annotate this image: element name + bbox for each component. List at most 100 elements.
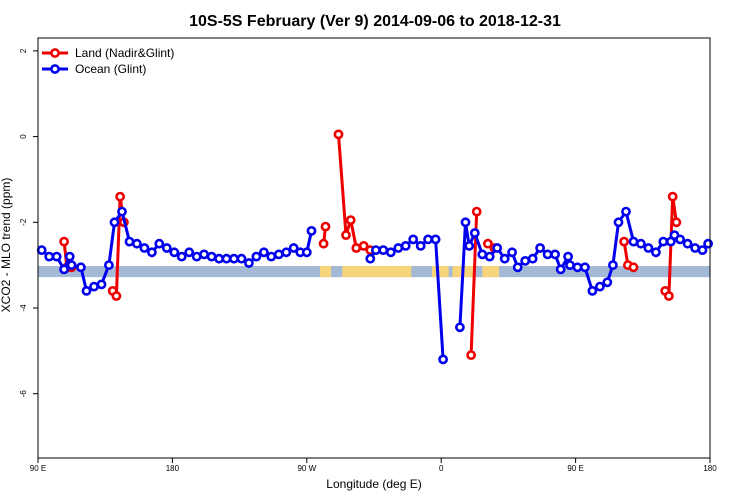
series-1-point-2-29 — [651, 247, 661, 258]
series-1-point-2-11 — [527, 253, 538, 264]
series-1-point-2-6 — [492, 243, 503, 253]
y-tick-label-2: -2 — [19, 218, 28, 226]
series-1-point-0-12 — [117, 206, 127, 217]
series-1-point-2-5 — [484, 251, 495, 262]
legend: Land (Nadir&Glint) Ocean (Glint) — [42, 46, 174, 76]
series-0-point-3-4 — [358, 240, 369, 251]
series-1-point-0-7 — [81, 285, 92, 296]
series-1-point-0-10 — [104, 260, 114, 270]
series-1-point-2-17 — [565, 260, 575, 270]
series-layer — [36, 129, 713, 365]
series-1-point-0-5 — [66, 260, 77, 270]
y-tick-label-3: -4 — [19, 304, 28, 312]
series-1-point-1-5 — [400, 240, 411, 251]
series-1-point-1-8 — [423, 234, 433, 245]
series-1-point-2-14 — [550, 249, 560, 260]
series-1-point-0-19 — [169, 247, 180, 258]
series-1-point-0-8 — [89, 281, 99, 292]
series-1-point-2-36 — [697, 245, 708, 255]
x-axis-label: Longitude (deg E) — [326, 477, 421, 491]
series-1-point-1-7 — [415, 240, 426, 251]
series-1-point-2-27 — [636, 238, 646, 249]
series-1-point-0-30 — [251, 251, 262, 262]
y-tick-label-1: 0 — [19, 134, 28, 139]
series-1-point-2-25 — [621, 206, 631, 217]
series-1-point-0-37 — [301, 247, 312, 258]
series-0-point-6-2 — [628, 262, 639, 273]
series-0-point-6-0 — [619, 236, 629, 247]
series-0-point-4-0 — [466, 350, 476, 360]
series-0-point-1-1 — [111, 291, 122, 301]
series-1-point-0-16 — [146, 247, 157, 258]
series-1-point-2-33 — [675, 234, 685, 245]
series-0-point-7-2 — [667, 191, 678, 202]
series-1-point-1-3 — [385, 247, 396, 258]
x-tick-label-3: 0 — [439, 464, 444, 473]
series-0-point-7-1 — [664, 291, 674, 301]
series-1-point-0-35 — [288, 243, 299, 253]
series-1-point-0-34 — [281, 247, 292, 258]
series-0-point-5-0 — [482, 238, 493, 249]
series-1-line-1 — [368, 237, 445, 361]
series-1-point-0-21 — [184, 247, 195, 258]
land-band-4 — [482, 266, 500, 278]
series-1-point-0-9 — [96, 279, 107, 290]
series-1-point-0-0 — [36, 245, 47, 255]
series-1-point-0-20 — [176, 251, 187, 262]
series-1-point-2-0 — [454, 322, 465, 333]
series-1-point-2-20 — [587, 285, 598, 296]
chart-title: 10S-5S February (Ver 9) 2014-09-06 to 20… — [189, 13, 561, 30]
series-1-point-2-13 — [542, 249, 553, 260]
y-axis: 2 0 -2 -4 -6 — [19, 48, 38, 397]
legend-marker-0 — [50, 48, 60, 58]
land-band-2 — [431, 266, 449, 278]
series-1-point-2-10 — [520, 255, 531, 266]
plot-frame — [37, 37, 711, 459]
legend-marker-1 — [50, 64, 60, 74]
series-1-point-2-16 — [563, 251, 573, 262]
series-1-point-0-3 — [59, 264, 69, 275]
legend-item-0: Land (Nadir&Glint) — [42, 46, 174, 60]
series-1-point-1-0 — [365, 253, 376, 264]
series-1-point-0-33 — [273, 249, 284, 260]
series-1-point-2-12 — [535, 243, 545, 253]
series-1-point-2-30 — [658, 236, 669, 247]
series-1-point-2-15 — [555, 264, 566, 275]
series-1-point-0-26 — [221, 253, 232, 264]
series-1-point-0-38 — [306, 225, 317, 236]
series-1-point-2-8 — [507, 247, 517, 258]
series-0-point-1-2 — [115, 191, 125, 202]
series-1-point-0-31 — [258, 247, 269, 258]
series-0-point-2-1 — [320, 221, 331, 232]
x-tick-label-2: 90 W — [297, 464, 316, 473]
series-1-point-0-24 — [206, 251, 217, 262]
series-1-point-0-15 — [139, 243, 150, 253]
series-1-point-2-9 — [512, 262, 523, 273]
x-tick-label-5: 180 — [703, 464, 717, 473]
legend-label-1: Ocean (Glint) — [75, 62, 146, 76]
series-1-point-2-7 — [499, 253, 510, 264]
series-0-point-3-2 — [345, 215, 356, 225]
y-tick-label-4: -6 — [19, 390, 28, 398]
series-1-point-0-11 — [109, 217, 120, 228]
series-0-point-4-1 — [471, 206, 482, 217]
series-1 — [36, 206, 713, 365]
legend-label-0: Land (Nadir&Glint) — [75, 46, 174, 60]
series-1-point-2-22 — [602, 277, 613, 288]
series-0-point-3-0 — [333, 129, 344, 140]
series-1-point-0-27 — [229, 253, 239, 264]
series-1-point-0-6 — [76, 262, 86, 273]
y-axis-label: XCO2 - MLO trend (ppm) — [0, 178, 13, 313]
series-1-point-0-28 — [236, 253, 247, 264]
series-1-point-2-34 — [682, 238, 693, 249]
series-1-point-2-23 — [608, 260, 618, 270]
series-1-point-0-23 — [199, 249, 209, 260]
series-1-point-0-17 — [154, 238, 165, 249]
x-tick-label-1: 180 — [166, 464, 180, 473]
series-1-point-0-32 — [266, 251, 277, 262]
series-1-point-2-37 — [703, 238, 713, 249]
series-1-point-0-14 — [131, 238, 142, 249]
series-0-point-2-0 — [318, 238, 329, 249]
series-0-point-0-0 — [59, 236, 69, 247]
